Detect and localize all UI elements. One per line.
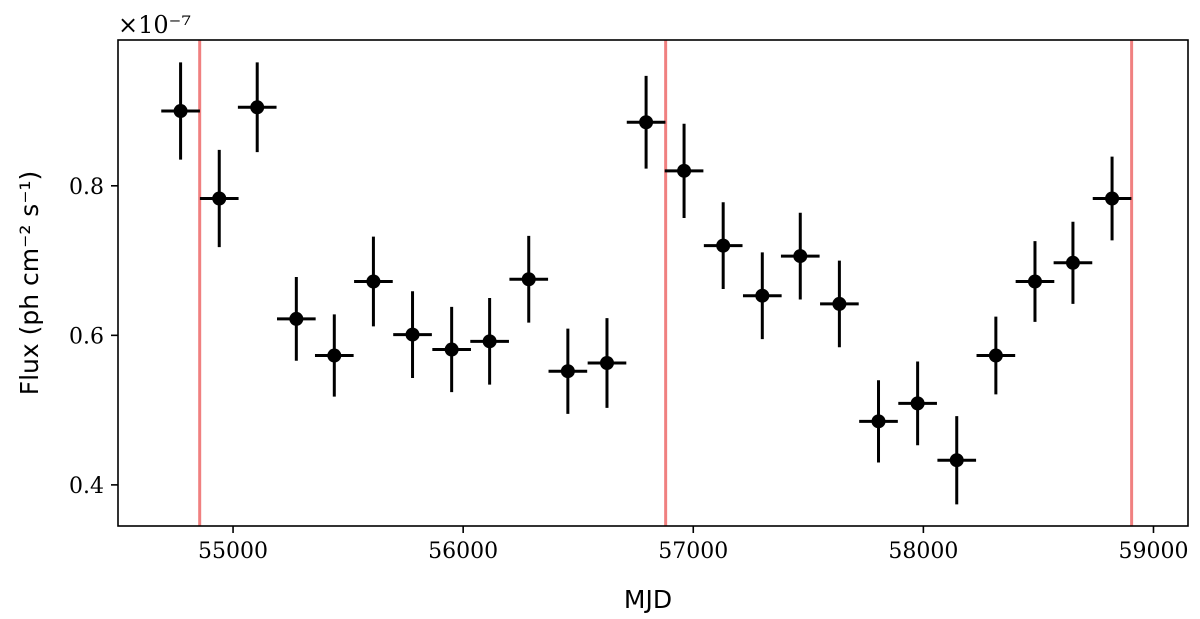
x-axis-ticks: 55000 56000 57000 58000 59000 bbox=[198, 526, 1188, 564]
data-point-8 bbox=[432, 306, 471, 393]
data-point-23 bbox=[1015, 241, 1055, 322]
point-marker bbox=[212, 191, 227, 206]
data-point-24 bbox=[1053, 221, 1093, 304]
data-point-6 bbox=[354, 236, 393, 327]
point-marker bbox=[1027, 274, 1042, 289]
data-points bbox=[161, 62, 1132, 505]
data-point-7 bbox=[393, 291, 432, 378]
point-marker bbox=[405, 327, 420, 342]
data-point-1 bbox=[161, 62, 200, 160]
data-point-9 bbox=[470, 297, 509, 385]
point-marker bbox=[639, 115, 654, 130]
data-point-22 bbox=[976, 316, 1016, 395]
point-marker bbox=[677, 163, 692, 178]
data-point-2 bbox=[199, 149, 239, 248]
data-point-20 bbox=[898, 361, 937, 446]
plot-frame bbox=[117, 39, 1189, 527]
data-point-3 bbox=[237, 62, 277, 153]
data-point-14 bbox=[664, 123, 704, 218]
point-marker bbox=[521, 272, 536, 287]
point-marker bbox=[949, 453, 964, 468]
x-tick-label: 57000 bbox=[658, 539, 728, 564]
data-point-4 bbox=[277, 277, 316, 361]
y-tick-label: 0.4 bbox=[69, 474, 104, 499]
point-marker bbox=[327, 348, 342, 363]
point-marker bbox=[793, 249, 808, 264]
point-marker bbox=[599, 356, 614, 371]
data-point-12 bbox=[587, 318, 627, 408]
x-axis-label: MJD bbox=[624, 585, 672, 614]
y-tick-label: 0.8 bbox=[69, 175, 104, 200]
point-marker bbox=[988, 348, 1003, 363]
point-marker bbox=[1105, 191, 1120, 206]
y-axis-offset-label: ×10⁻⁷ bbox=[118, 11, 191, 39]
point-marker bbox=[444, 342, 459, 357]
y-tick-label: 0.6 bbox=[69, 324, 104, 349]
data-point-18 bbox=[820, 260, 859, 348]
data-point-21 bbox=[937, 416, 977, 505]
data-point-5 bbox=[314, 314, 354, 397]
data-point-17 bbox=[780, 212, 820, 300]
data-point-25 bbox=[1092, 156, 1132, 241]
point-marker bbox=[755, 288, 770, 303]
point-marker bbox=[250, 100, 265, 115]
y-axis-label: Flux (ph cm⁻² s⁻¹) bbox=[15, 171, 44, 396]
x-tick-label: 56000 bbox=[428, 539, 498, 564]
point-marker bbox=[289, 311, 304, 326]
x-tick-label: 55000 bbox=[198, 539, 268, 564]
data-point-11 bbox=[548, 328, 588, 414]
point-marker bbox=[1065, 255, 1080, 270]
data-point-15 bbox=[703, 202, 743, 289]
point-marker bbox=[482, 334, 497, 349]
x-tick-label: 58000 bbox=[888, 539, 958, 564]
point-marker bbox=[910, 396, 925, 411]
data-point-10 bbox=[509, 235, 549, 323]
data-point-16 bbox=[742, 252, 782, 340]
point-marker bbox=[560, 364, 575, 379]
point-marker bbox=[716, 238, 731, 253]
vertical-marker-lines bbox=[198, 40, 1134, 526]
y-axis-ticks: 0.4 0.6 0.8 bbox=[69, 175, 118, 499]
x-tick-label: 59000 bbox=[1118, 539, 1188, 564]
data-point-19 bbox=[859, 380, 898, 463]
point-marker bbox=[173, 104, 188, 119]
data-point-13 bbox=[626, 75, 666, 169]
point-marker bbox=[832, 296, 847, 311]
point-marker bbox=[871, 414, 886, 429]
point-marker bbox=[366, 274, 381, 289]
